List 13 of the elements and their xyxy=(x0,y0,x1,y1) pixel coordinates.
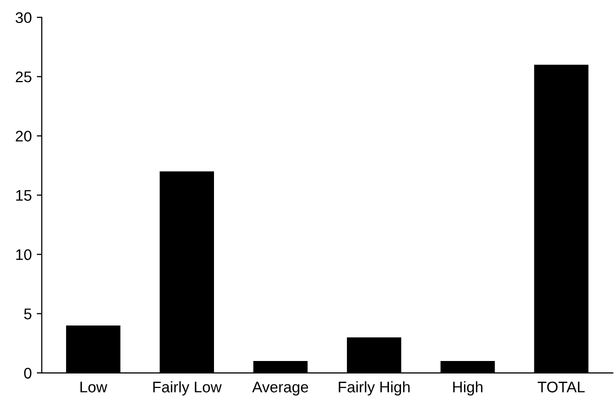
x-tick-label: TOTAL xyxy=(538,382,585,392)
x-tick-label: Low xyxy=(80,382,108,392)
y-tick-label: 20 xyxy=(16,130,32,142)
x-tick-label: Fairly High xyxy=(338,381,410,396)
y-tick-label: 10 xyxy=(16,249,32,260)
y-tick-label: 5 xyxy=(24,308,32,320)
x-tick-label: Average xyxy=(252,382,308,396)
y-tick-label: 30 xyxy=(16,12,32,24)
x-tick-label: Fairly Low xyxy=(153,381,222,396)
y-tick-label: 0 xyxy=(24,368,32,379)
y-tick-label: 25 xyxy=(16,71,32,82)
x-tick-label: High xyxy=(453,381,482,396)
y-tick-label: 15 xyxy=(16,190,32,201)
